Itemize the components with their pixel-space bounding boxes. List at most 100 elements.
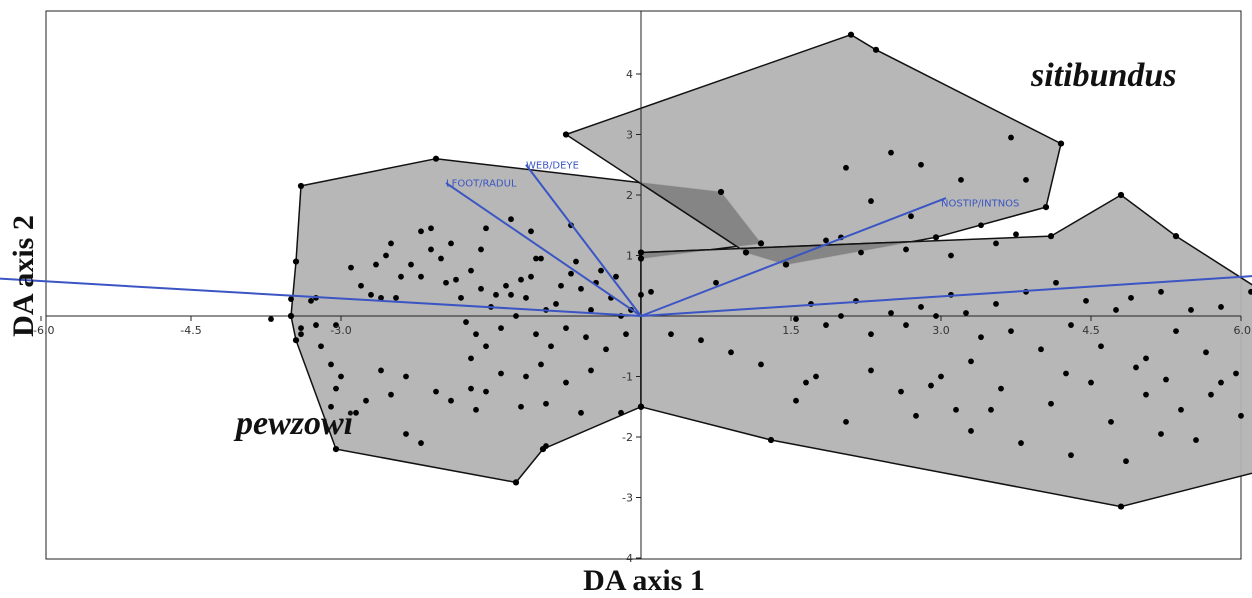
data-point-perrini [813, 373, 819, 380]
data-point-pewzowi [543, 443, 549, 449]
data-point-sitibundus [843, 164, 849, 171]
data-point-pewzowi [328, 403, 334, 410]
data-point-perrini [1053, 279, 1059, 286]
data-points [268, 31, 1252, 510]
data-point-pewzowi [513, 313, 519, 319]
data-point-perrini [903, 322, 909, 328]
hull-vertex-point [332, 446, 340, 453]
hull-vertex-point [287, 312, 295, 320]
data-point-perrini [1218, 379, 1224, 386]
data-point-perrini [953, 406, 959, 413]
data-point-pewzowi [533, 331, 539, 338]
data-point-perrini [1063, 370, 1069, 377]
hull-perrini [640, 194, 1252, 508]
data-point-pewzowi [298, 325, 304, 331]
data-point-pewzowi [483, 388, 489, 395]
data-point-pewzowi [538, 255, 544, 262]
data-point-pewzowi [463, 319, 469, 325]
x-tick-label: -6.0 [33, 324, 54, 337]
data-point-pewzowi [338, 373, 344, 380]
data-point-perrini [1143, 391, 1149, 398]
data-point-perrini [993, 301, 999, 307]
data-point-perrini [1158, 288, 1164, 295]
data-point-perrini [1173, 328, 1179, 335]
tick-labels: -6.0 -4.5 -3.0 1.5 3.0 4.5 6.0 4 3 2 1 -1 -2 -3 -4 [33, 68, 1251, 565]
data-point-perrini [968, 358, 974, 365]
data-point-pewzowi [398, 273, 404, 280]
hull-vertex-point [292, 258, 300, 265]
data-point-pewzowi [428, 246, 434, 253]
data-point-perrini [1048, 400, 1054, 407]
data-point-pewzowi [563, 379, 569, 386]
data-point-pewzowi [373, 261, 379, 268]
loading-vectors: LFOOT/LPARLFOOT/RADULWEB/DEYENOSTIP/INTN… [0, 160, 1252, 317]
data-point-pewzowi [418, 273, 424, 280]
data-point-perrini [1208, 391, 1214, 398]
data-point-pewzowi [613, 273, 619, 280]
data-point-pewzowi [433, 388, 439, 395]
hull-vertex-point [1117, 191, 1125, 199]
data-point-perrini [988, 406, 994, 413]
x-tick-label: 6.0 [1234, 324, 1252, 337]
data-point-pewzowi [378, 294, 384, 301]
data-point-pewzowi [558, 282, 564, 289]
vector-lfoot-radul [445, 182, 642, 317]
data-point-perrini [1068, 452, 1074, 459]
hull-vertex-point [767, 436, 775, 444]
data-point-pewzowi [518, 403, 524, 410]
data-point-pewzowi [563, 325, 569, 331]
data-point-sitibundus [823, 237, 829, 244]
data-point-perrini [938, 373, 944, 380]
data-point-pewzowi [288, 296, 294, 302]
data-point-pewzowi [473, 331, 479, 338]
data-point-perrini [713, 279, 719, 286]
data-point-pewzowi [508, 291, 514, 298]
data-point-pewzowi [438, 255, 444, 262]
data-point-perrini [898, 388, 904, 395]
data-point-pewzowi [368, 291, 374, 298]
data-point-perrini [1203, 349, 1209, 356]
data-point-pewzowi [348, 264, 354, 271]
hull-vertex-point [782, 261, 790, 268]
data-point-perrini [868, 331, 874, 338]
data-point-pewzowi [528, 273, 534, 280]
data-point-pewzowi [378, 367, 384, 374]
vector-lfoot-lpar [0, 277, 642, 317]
vector-nostip-intnos [640, 197, 947, 317]
data-point-perrini [1133, 364, 1139, 371]
data-point-pewzowi [318, 343, 324, 350]
data-point-perrini [838, 313, 844, 319]
hull-vertex-point [292, 337, 300, 344]
data-point-perrini [918, 304, 924, 310]
data-point-pewzowi [328, 361, 334, 368]
x-tick-label: -4.5 [180, 324, 201, 337]
data-point-perrini [1163, 376, 1169, 383]
data-point-sitibundus [1023, 176, 1029, 183]
data-point-sitibundus [918, 161, 924, 168]
data-point-perrini [843, 418, 849, 425]
data-point-perrini [1218, 304, 1224, 310]
data-point-sitibundus [993, 240, 999, 247]
data-point-perrini [668, 331, 674, 338]
vector-label-lfoot-radul: LFOOT/RADUL [446, 179, 517, 190]
data-point-perrini [823, 322, 829, 328]
y-axis-title: DA axis 2 [7, 215, 40, 337]
data-point-pewzowi [538, 361, 544, 368]
data-point-pewzowi [618, 409, 624, 416]
x-axis-title: DA axis 1 [583, 564, 705, 597]
data-point-pewzowi [533, 255, 539, 262]
data-point-perrini [928, 382, 934, 389]
hull-vertex-point [757, 240, 765, 247]
hull-vertex-point [872, 46, 880, 53]
data-point-perrini [1098, 343, 1104, 350]
data-point-perrini [1083, 297, 1089, 304]
hull-vertex-point [562, 131, 570, 138]
data-point-pewzowi [483, 225, 489, 232]
data-point-pewzowi [478, 246, 484, 253]
data-point-pewzowi [448, 240, 454, 247]
data-point-perrini [803, 379, 809, 386]
hulls [290, 33, 1252, 508]
group-labels: pewzowisitibundusperrini [233, 57, 1177, 442]
data-point-pewzowi [523, 373, 529, 380]
